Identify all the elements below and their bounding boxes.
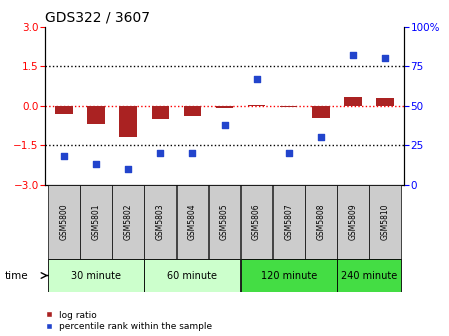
Text: GSM5808: GSM5808	[316, 204, 325, 240]
Text: GSM5804: GSM5804	[188, 203, 197, 240]
Text: GSM5810: GSM5810	[380, 204, 389, 240]
Bar	[344, 97, 361, 106]
Bar	[88, 106, 105, 124]
Bar	[48, 185, 80, 259]
Bar	[216, 106, 233, 109]
Bar	[337, 259, 401, 292]
Text: GSM5806: GSM5806	[252, 203, 261, 240]
Bar	[184, 106, 201, 116]
Point	[349, 53, 357, 58]
Text: 240 minute: 240 minute	[341, 270, 397, 281]
Bar	[337, 185, 369, 259]
Text: 60 minute: 60 minute	[167, 270, 217, 281]
Point	[253, 76, 260, 82]
Bar	[209, 185, 240, 259]
Bar	[152, 106, 169, 119]
Point	[61, 154, 68, 159]
Text: GSM5802: GSM5802	[124, 204, 133, 240]
Point	[221, 122, 228, 127]
Bar	[273, 185, 304, 259]
Bar	[55, 106, 73, 114]
Point	[285, 151, 292, 156]
Bar	[241, 259, 337, 292]
Point	[125, 166, 132, 172]
Bar	[376, 98, 394, 106]
Bar	[176, 185, 208, 259]
Text: 120 minute: 120 minute	[260, 270, 317, 281]
Bar	[248, 104, 265, 106]
Text: GDS322 / 3607: GDS322 / 3607	[45, 10, 150, 24]
Bar	[312, 106, 330, 118]
Text: GSM5801: GSM5801	[92, 204, 101, 240]
Bar	[369, 185, 401, 259]
Bar	[119, 106, 137, 137]
Bar	[145, 259, 240, 292]
Bar	[48, 259, 144, 292]
Bar	[241, 185, 273, 259]
Point	[92, 162, 100, 167]
Text: 30 minute: 30 minute	[71, 270, 121, 281]
Text: GSM5805: GSM5805	[220, 203, 229, 240]
Text: GSM5807: GSM5807	[284, 203, 293, 240]
Bar	[145, 185, 176, 259]
Text: GSM5800: GSM5800	[60, 203, 69, 240]
Point	[317, 135, 324, 140]
Point	[157, 151, 164, 156]
Text: time: time	[4, 270, 28, 281]
Point	[381, 56, 388, 61]
Bar	[112, 185, 144, 259]
Text: GSM5803: GSM5803	[156, 203, 165, 240]
Bar	[80, 185, 112, 259]
Text: GSM5809: GSM5809	[348, 203, 357, 240]
Bar	[305, 185, 337, 259]
Legend: log ratio, percentile rank within the sample: log ratio, percentile rank within the sa…	[45, 311, 212, 332]
Point	[189, 151, 196, 156]
Bar	[280, 106, 298, 107]
